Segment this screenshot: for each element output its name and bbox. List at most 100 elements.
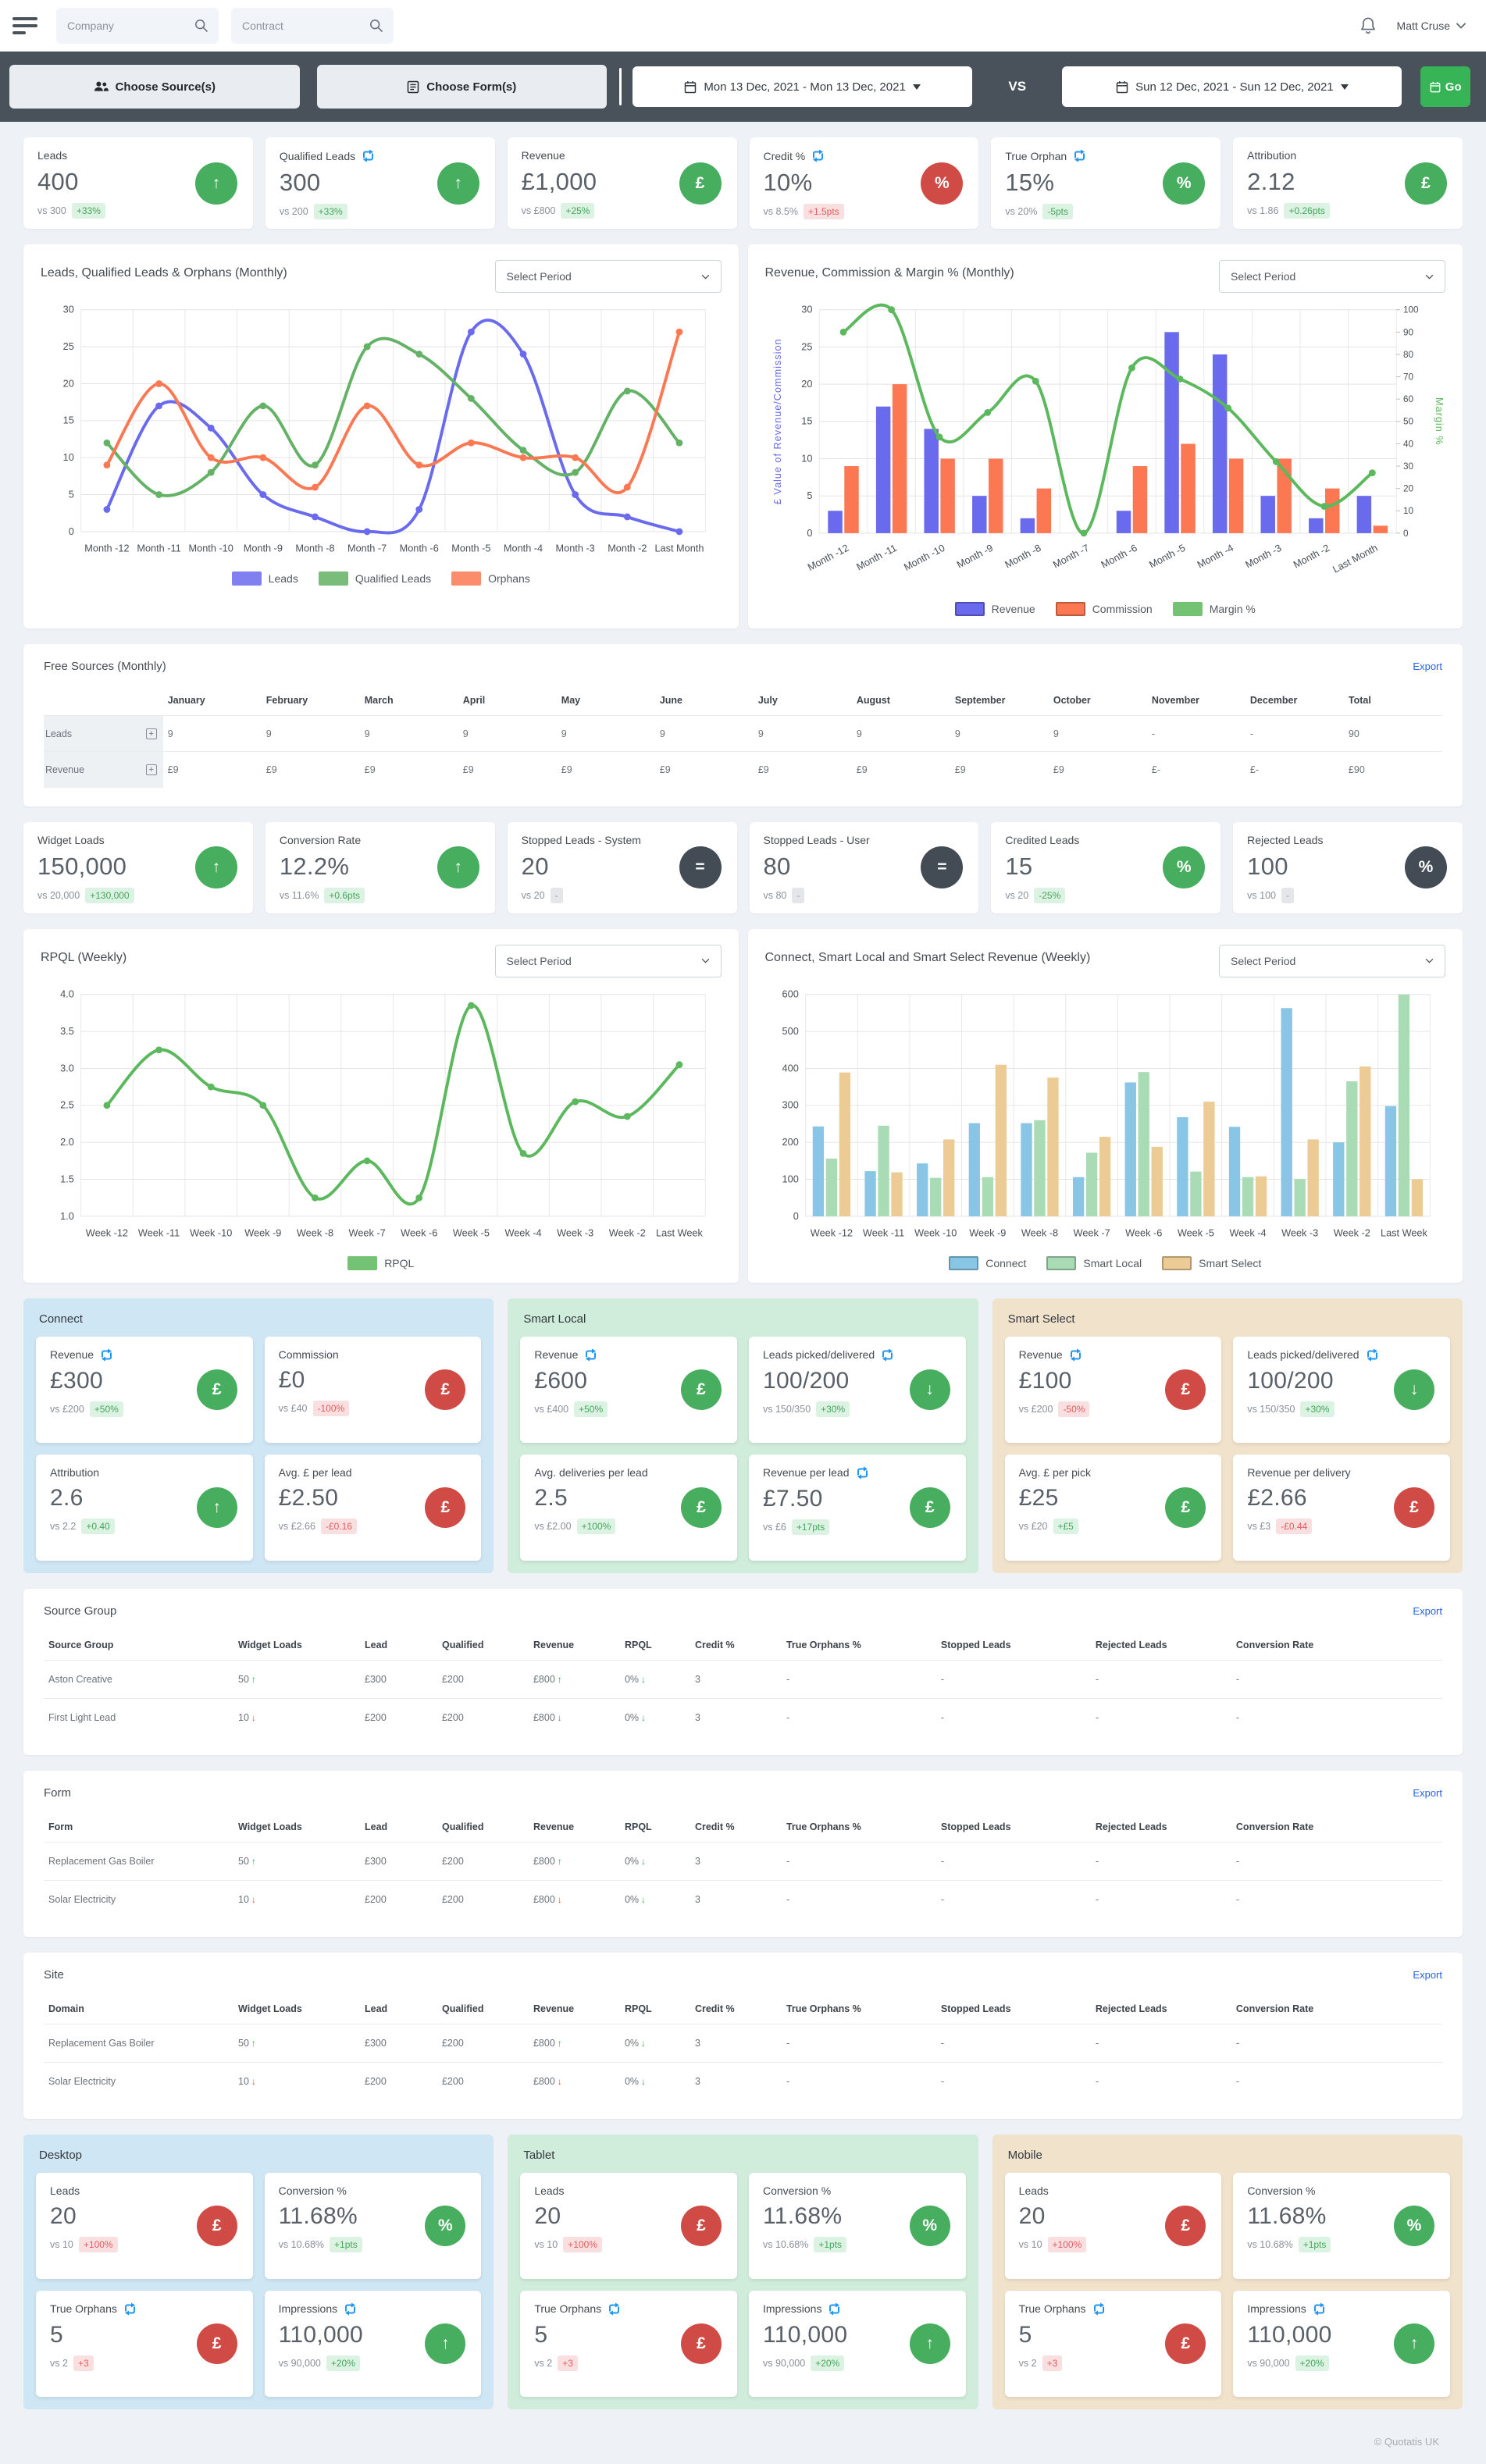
kpi-label: True Orphan xyxy=(1005,149,1206,162)
svg-text:Month -12: Month -12 xyxy=(84,542,129,554)
column-header: Revenue xyxy=(533,1821,575,1832)
export-link[interactable]: Export xyxy=(1413,661,1442,673)
svg-text:50: 50 xyxy=(1402,417,1413,427)
column-header: June xyxy=(659,695,682,707)
kpi-card-credited-leads: Credited Leads 15 vs 20 -25%% xyxy=(991,821,1221,913)
kpi-card-avg-per-pick: Avg. £ per pick £25 vs £20 +£5 £ xyxy=(1004,1454,1222,1561)
kpi-up-icon: ↑ xyxy=(909,2323,950,2364)
column-header: August xyxy=(856,695,890,707)
search-icon xyxy=(369,19,383,32)
choose-forms-button[interactable]: Choose Form(s) xyxy=(316,65,608,109)
calendar-icon xyxy=(1116,80,1128,93)
kpi-compare: vs 1.86 +0.26pts xyxy=(1247,203,1449,219)
date-range-compare[interactable]: Sun 12 Dec, 2021 - Sun 12 Dec, 2021 xyxy=(1062,66,1402,107)
svg-text:100: 100 xyxy=(1402,305,1418,315)
delta-badge: +3 xyxy=(558,2355,578,2371)
legend-item-orphans: Orphans xyxy=(451,571,530,586)
delta-badge: +30% xyxy=(1300,1401,1335,1417)
date-range-primary[interactable]: Mon 13 Dec, 2021 - Mon 13 Dec, 2021 xyxy=(633,66,973,107)
export-link[interactable]: Export xyxy=(1413,1786,1442,1799)
kpi-label: Conversion % xyxy=(762,2184,832,2197)
kpi-card-leads: Leads 400 vs 300 +33% ↑ xyxy=(23,137,253,229)
table-cell: £200 xyxy=(437,2061,529,2100)
table-cell: - xyxy=(1090,1841,1231,1881)
period-select[interactable]: Select Period xyxy=(494,944,722,977)
column-header: Rejected Leads xyxy=(1095,2003,1167,2014)
kpi-compare: vs 90,000 +20% xyxy=(763,2355,952,2371)
kpi-compare: vs 2.2 +0.40 xyxy=(50,1518,239,1534)
kpi-label: Revenue xyxy=(1019,1348,1208,1362)
notifications-bell-icon[interactable] xyxy=(1359,16,1377,35)
period-select[interactable]: Select Period xyxy=(1219,944,1445,977)
period-select[interactable]: Select Period xyxy=(494,260,722,293)
delta-badge: -£0.44 xyxy=(1276,1518,1313,1534)
table-cell: - xyxy=(781,1841,936,1881)
table-row: Solar Electricity 10 ↓ £200 £200 £800 ↓ 0% ↓ 3- - -… xyxy=(44,1879,1442,1918)
kpi-value: 110,000 xyxy=(762,2321,848,2348)
svg-text:60: 60 xyxy=(1402,394,1413,404)
trend-down-icon: ↓ xyxy=(641,1893,647,1905)
chevron-down-icon xyxy=(701,274,709,280)
kpi-compare: vs 2 +3 xyxy=(50,2355,239,2371)
export-link[interactable]: Export xyxy=(1413,1968,1442,1981)
kpi-card-revenue-per-delivery: Revenue per delivery £2.66 vs £3 -£0.44 £ xyxy=(1233,1454,1450,1561)
kpi-card-leads: Leads 20 vs 10 +100% £ xyxy=(1004,2172,1222,2279)
svg-text:15: 15 xyxy=(801,415,812,427)
company-search-input[interactable] xyxy=(56,8,219,44)
table-cell: £9 xyxy=(654,751,754,788)
column-header: September xyxy=(954,695,1006,707)
svg-text:10: 10 xyxy=(1402,506,1413,516)
kpi-label: True Orphans xyxy=(534,2302,723,2316)
kpi-row-secondary: Widget Loads 150,000 vs 20,000 +130,000 ↑ Co… xyxy=(23,821,1463,913)
table-row: Revenue + £9 £9 £9 £9 £9 £9 £9 £9 £9 £9 £- £- £90 xyxy=(44,751,1442,788)
expand-row-icon[interactable]: + xyxy=(145,764,157,775)
svg-text:400: 400 xyxy=(782,1062,798,1074)
column-header: Stopped Leads xyxy=(940,1821,1011,1832)
svg-text:20: 20 xyxy=(63,377,74,389)
column-header: Lead xyxy=(365,1821,388,1832)
export-link[interactable]: Export xyxy=(1413,1604,1442,1617)
kpi-up-icon: ↑ xyxy=(437,162,479,205)
svg-text:Week -11: Week -11 xyxy=(862,1227,903,1238)
table-cell: 9 xyxy=(753,715,852,752)
delta-badge: -£0.16 xyxy=(320,1518,357,1534)
go-button[interactable]: Go xyxy=(1420,66,1471,107)
menu-icon[interactable] xyxy=(12,16,39,36)
user-menu[interactable]: Matt Cruse xyxy=(1397,20,1466,32)
trend-down-icon: ↓ xyxy=(641,1711,647,1723)
svg-text:Week -3: Week -3 xyxy=(1281,1227,1318,1238)
period-select[interactable]: Select Period xyxy=(1219,260,1445,293)
kpi-compare: vs 200 +33% xyxy=(280,204,481,219)
swap-icon xyxy=(1365,1348,1380,1362)
expand-row-icon[interactable]: + xyxy=(145,728,157,739)
svg-text:90: 90 xyxy=(1402,327,1413,337)
kpi-compare: vs £6 +17pts xyxy=(763,1519,952,1535)
delta-badge: +25% xyxy=(561,203,595,219)
kpi-compare: vs 20 -25% xyxy=(1005,887,1206,903)
choose-sources-button[interactable]: Choose Source(s) xyxy=(9,65,300,109)
delta-badge: - xyxy=(792,887,805,903)
svg-text:1.0: 1.0 xyxy=(60,1209,74,1221)
kpi-pound-icon: £ xyxy=(1165,1487,1206,1528)
kpi-pound-icon: £ xyxy=(1165,1369,1206,1410)
svg-text:Week -12: Week -12 xyxy=(810,1227,852,1238)
kpi-label: Conversion Rate xyxy=(279,833,362,846)
table-cell: £200 xyxy=(437,1841,529,1881)
column-header: July xyxy=(757,695,778,707)
kpi-value: 11.68% xyxy=(762,2202,843,2229)
swap-icon xyxy=(607,2302,622,2316)
kpi-card-stopped-leads-user: Stopped Leads - User 80 vs 80 - = xyxy=(749,821,979,913)
svg-text:3.5: 3.5 xyxy=(60,1025,74,1037)
svg-text:Month -8: Month -8 xyxy=(295,542,334,554)
svg-text:Month -7: Month -7 xyxy=(347,542,387,554)
delta-badge: +33% xyxy=(313,204,347,219)
contract-search-input[interactable] xyxy=(231,8,394,44)
kpi-label: Revenue xyxy=(50,1348,239,1362)
kpi-label: True Orphans xyxy=(50,2302,239,2316)
svg-text:0: 0 xyxy=(807,527,812,539)
column-header: Credit % xyxy=(694,1821,735,1832)
kpi-value: 20 xyxy=(521,852,549,880)
swap-icon xyxy=(1092,2302,1106,2316)
delta-badge: +20% xyxy=(1295,2355,1329,2371)
trend-down-icon: ↓ xyxy=(557,1893,562,1905)
